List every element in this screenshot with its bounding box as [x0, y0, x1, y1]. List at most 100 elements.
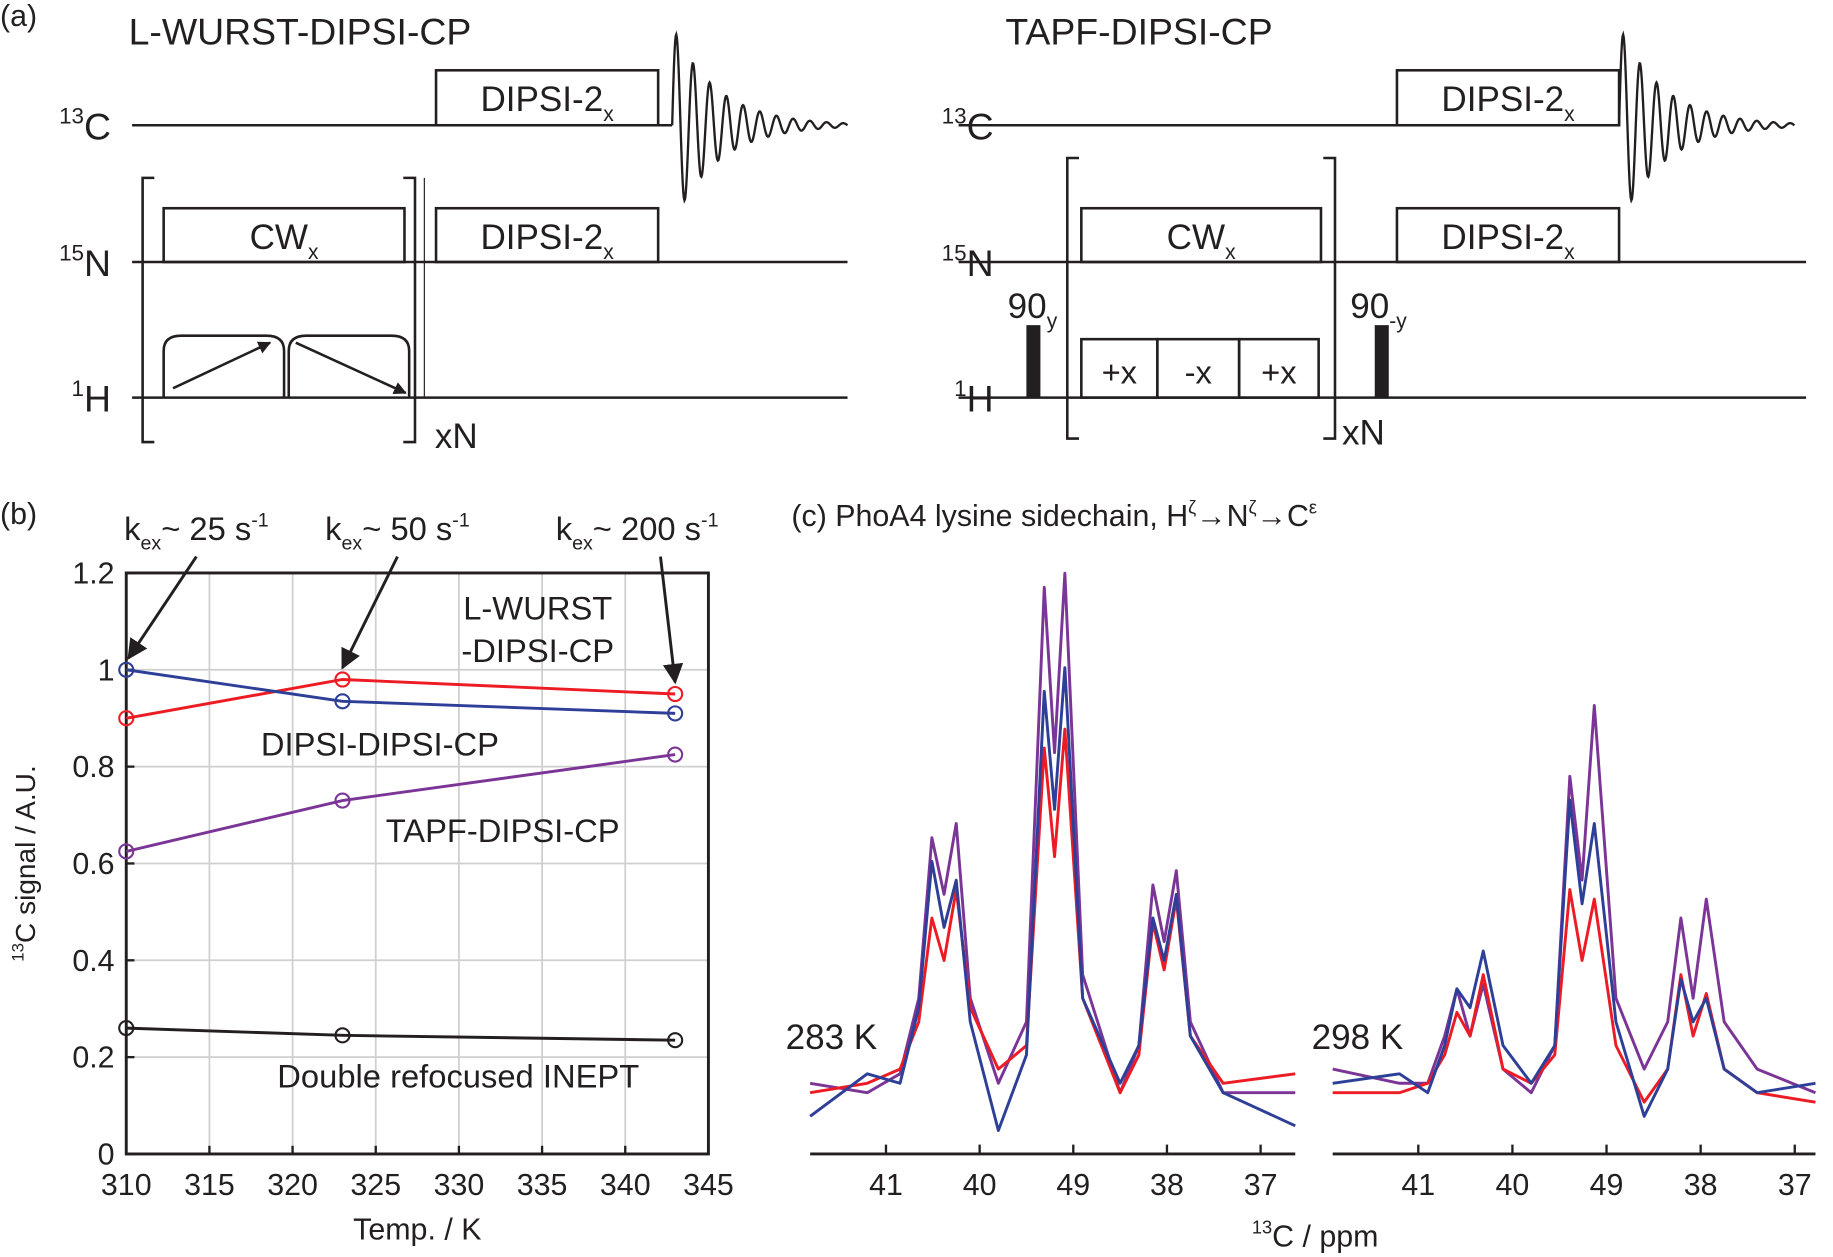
annotation-part: -1 — [701, 509, 718, 531]
y-tick-label: 0.4 — [72, 944, 114, 978]
channel-label-part: 1 — [954, 376, 966, 401]
block-label-part: x — [603, 241, 614, 264]
data-point — [334, 693, 351, 710]
x-axis-label-part: C / ppm — [1272, 1219, 1378, 1253]
y-tick-label: 0.8 — [72, 750, 114, 784]
data-point — [667, 705, 684, 722]
phase-box — [1237, 337, 1320, 399]
block-label-part: DIPSI-2 — [480, 218, 603, 257]
block-label-part: x — [1225, 241, 1236, 264]
fid — [1617, 30, 1796, 204]
wurst-shape — [162, 334, 286, 398]
y-tick-label: 0.2 — [72, 1041, 114, 1075]
block-label-part: DIPSI-2 — [480, 80, 603, 119]
nitrogen-block — [1080, 206, 1323, 264]
chart-title-part: ζ — [1188, 496, 1196, 517]
x-tick-label: 38 — [1150, 1168, 1184, 1202]
y-tick-label: 1.2 — [72, 556, 114, 590]
chart-title-part: (c) PhoA4 lysine sidechain, H — [791, 499, 1188, 533]
x-tick-label: 335 — [517, 1168, 568, 1202]
block-label-part: x — [603, 103, 614, 126]
x-tick-label: 37 — [1778, 1168, 1812, 1202]
bracket — [1323, 156, 1337, 440]
block-label-part: CW — [250, 218, 308, 257]
annotation-part: k — [124, 510, 141, 547]
panel-label: (a) — [0, 0, 37, 33]
hard-pulse — [1026, 325, 1041, 398]
repeat-label: xN — [1342, 413, 1385, 452]
series-label: L-WURST — [463, 590, 612, 627]
series-line — [126, 1026, 676, 1042]
channel-label-part: 13 — [59, 104, 84, 129]
pulse-label-part: -y — [1389, 310, 1407, 333]
block-label-part: x — [308, 241, 319, 264]
annotation: kex~ 25 s-1 — [124, 509, 269, 554]
x-tick-label: 330 — [434, 1168, 485, 1202]
y-axis-label-part: 13 — [8, 943, 27, 962]
x-tick-label: 310 — [101, 1168, 152, 1202]
block-label-part: x — [1564, 241, 1575, 264]
data-point — [334, 1027, 351, 1044]
bracket — [141, 176, 155, 444]
annotation-part: -1 — [452, 509, 469, 531]
data-point — [118, 1020, 135, 1037]
pulse-label: 90y — [1008, 287, 1058, 333]
channel-label-part: N — [84, 242, 111, 284]
hard-pulse — [1374, 325, 1389, 398]
x-tick-label: 320 — [267, 1168, 318, 1202]
carbon-block — [1395, 69, 1621, 127]
series-line — [125, 753, 676, 853]
phase-label: -x — [1185, 354, 1213, 391]
chart-title-part: ε — [1309, 496, 1317, 517]
chart-title-part: →C — [1257, 499, 1309, 533]
channel-label-part: 1 — [72, 376, 84, 401]
block-label: CWx — [250, 218, 319, 264]
channel-label: 1H — [72, 376, 111, 420]
y-tick-label: 1 — [98, 653, 115, 687]
annotation-part: ~ 200 s — [593, 510, 701, 547]
annotation-arrow — [659, 556, 684, 685]
series-label: TAPF-DIPSI-CP — [386, 812, 620, 849]
block-label: DIPSI-2x — [1441, 218, 1575, 264]
channel-label-part: H — [84, 378, 111, 420]
block-label-part: DIPSI-2 — [1441, 80, 1564, 119]
nitrogen-block — [434, 206, 660, 264]
pulse-label-part: 90 — [1350, 287, 1389, 326]
x-tick-label: 315 — [184, 1168, 235, 1202]
pulse-label-part: y — [1047, 310, 1058, 333]
series-label: -DIPSI-CP — [461, 632, 614, 669]
x-axis-label-part: 13 — [1252, 1217, 1272, 1238]
wurst-shape — [287, 334, 411, 398]
pulse-label: 90-y — [1350, 287, 1407, 333]
annotation-part: ex — [140, 532, 161, 554]
data-point — [118, 843, 135, 860]
data-point — [334, 792, 351, 809]
data-point — [667, 1032, 684, 1049]
annotation-part: ~ 25 s — [161, 510, 251, 547]
x-tick-label: 40 — [963, 1168, 997, 1202]
x-tick-label: 41 — [869, 1168, 903, 1202]
annotation-arrow — [127, 555, 198, 660]
annotation-part: ~ 50 s — [362, 510, 452, 547]
chart-title-part: ζ — [1249, 496, 1257, 517]
x-tick-label: 325 — [350, 1168, 401, 1202]
channel-label: 13C — [59, 104, 111, 148]
channel-label-part: 15 — [59, 240, 84, 265]
sweep-arrow — [295, 341, 407, 395]
x-axis-label: 13C / ppm — [1252, 1217, 1379, 1254]
x-tick-label: 37 — [1244, 1168, 1278, 1202]
phase-label: +x — [1261, 354, 1297, 391]
data-point — [667, 685, 684, 703]
fid — [671, 30, 849, 204]
sequence-title: L-WURST-DIPSI-CP — [129, 11, 472, 53]
annotation-part: ex — [572, 532, 593, 554]
annotation-arrow — [341, 555, 399, 670]
block-label-part: CW — [1167, 218, 1225, 257]
x-tick-label: 340 — [600, 1168, 651, 1202]
x-tick-label: 40 — [1496, 1168, 1530, 1202]
nitrogen-block — [162, 206, 406, 264]
block-label-part: DIPSI-2 — [1441, 218, 1564, 257]
block-label: CWx — [1167, 218, 1236, 264]
block-label: DIPSI-2x — [1441, 80, 1575, 126]
